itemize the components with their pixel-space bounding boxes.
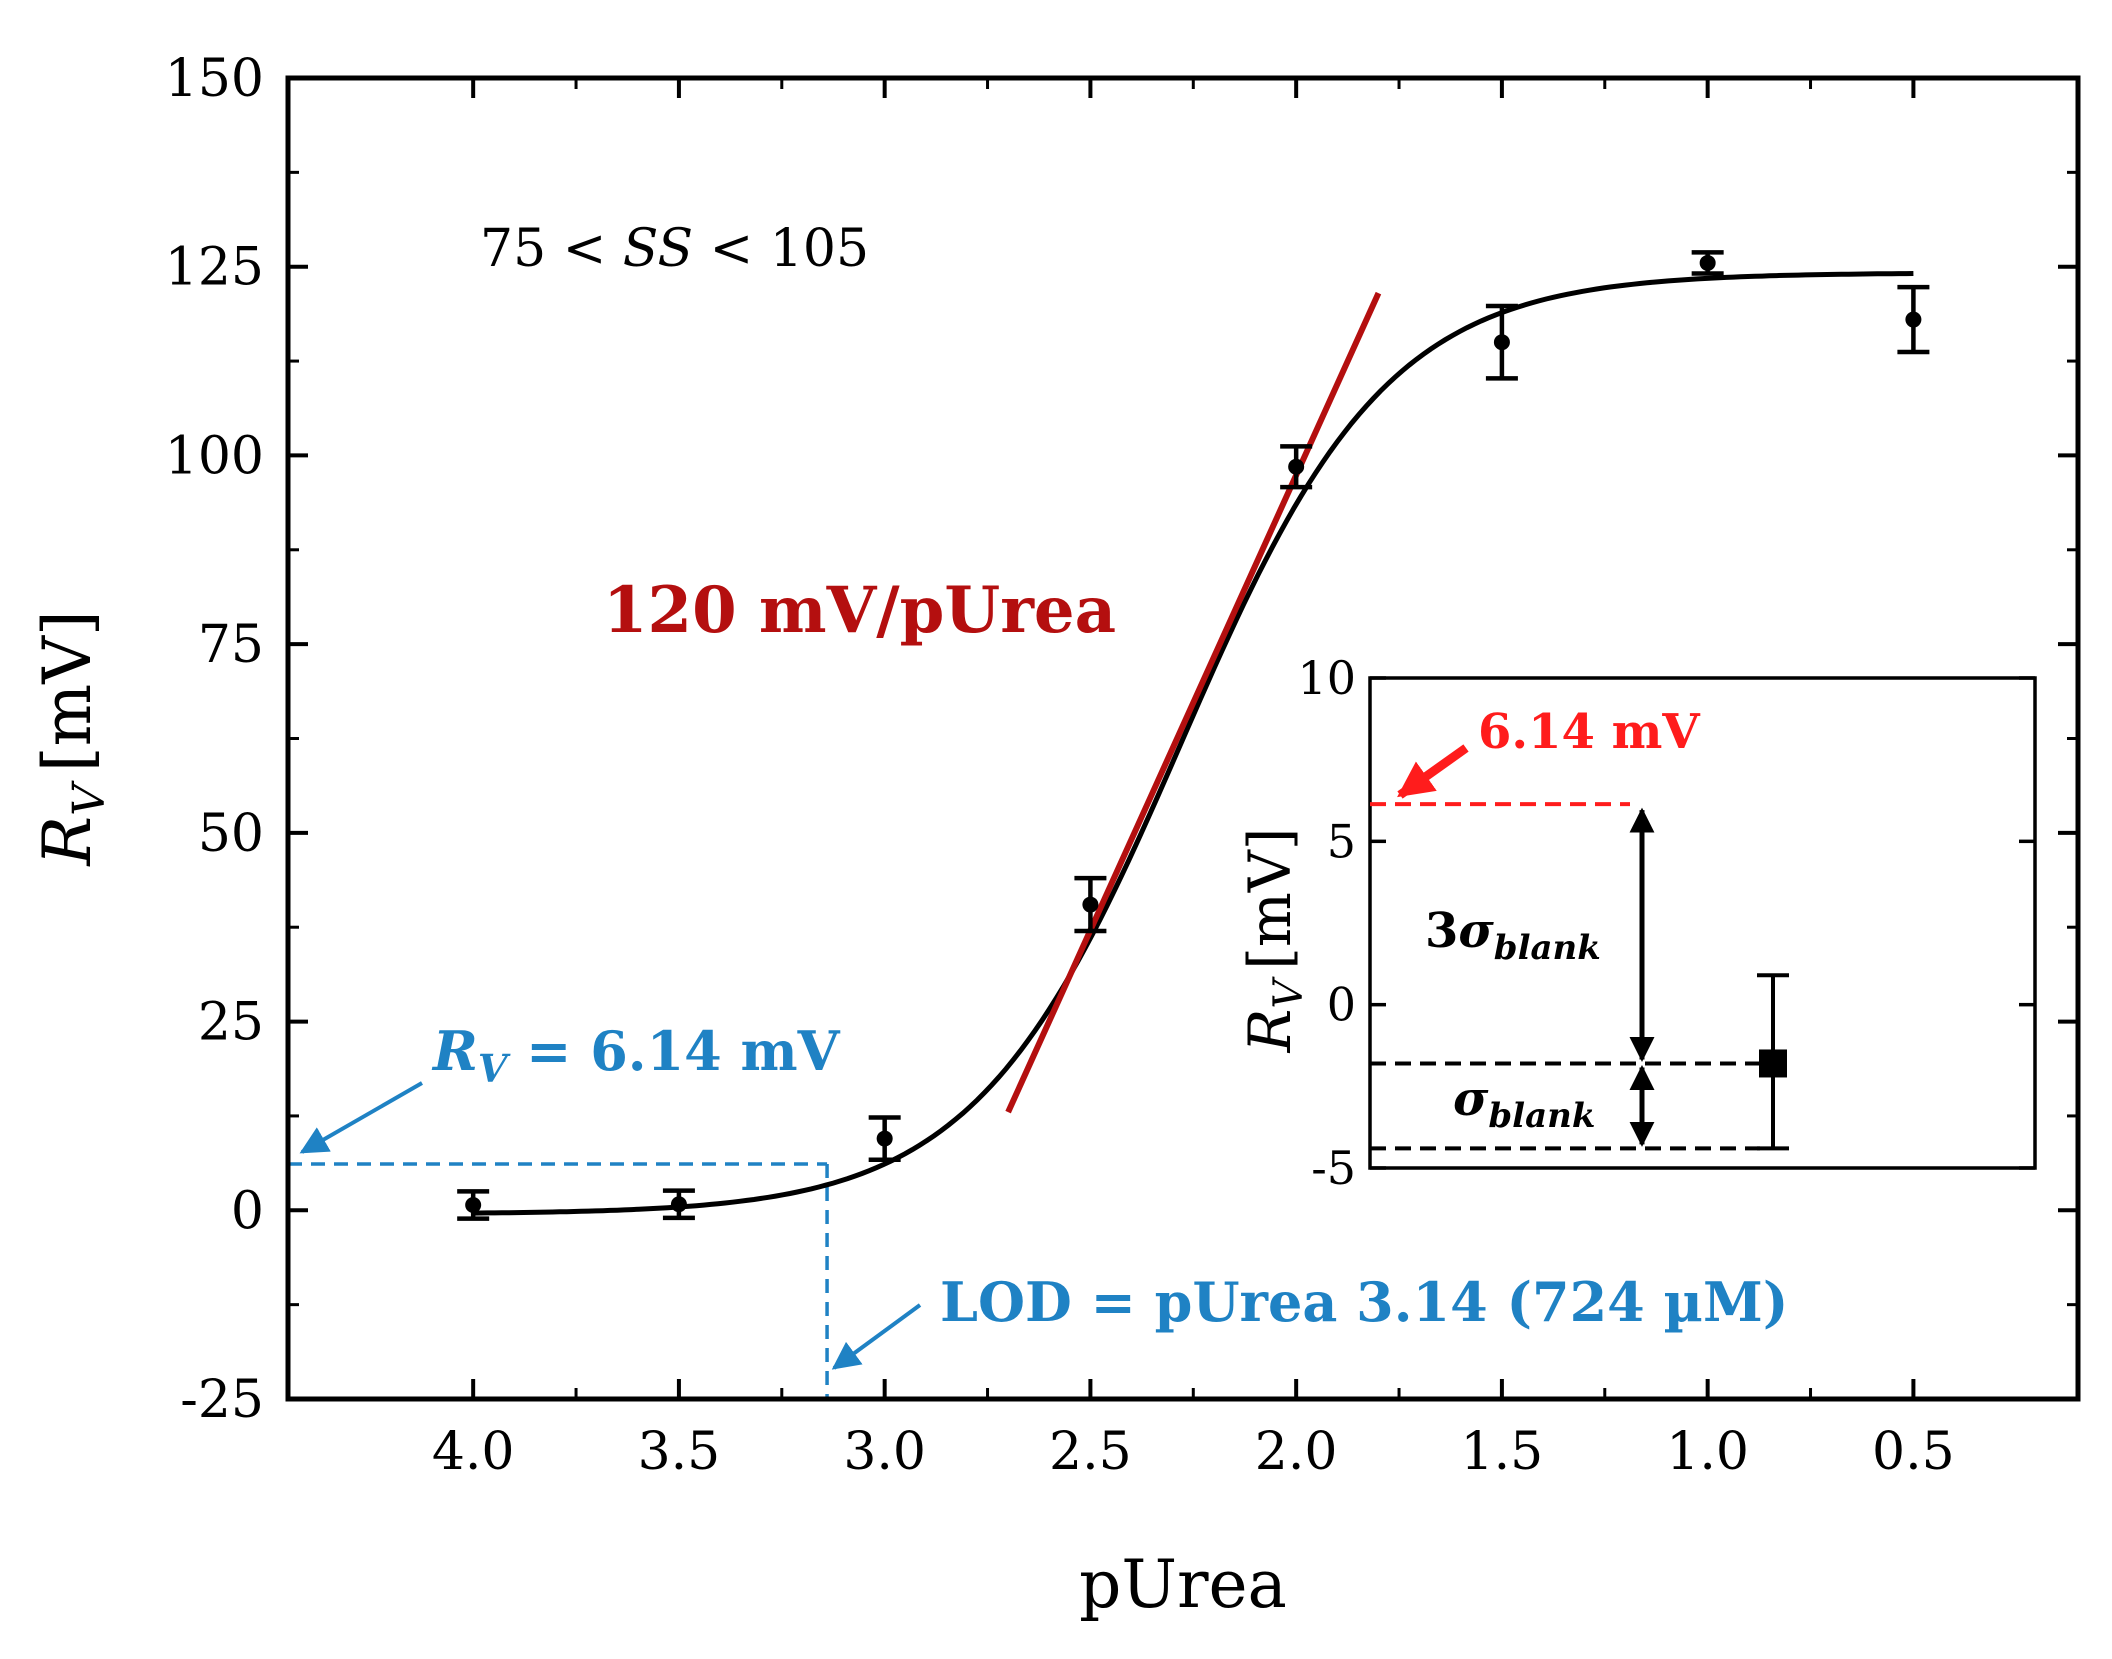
y-tick-label: 125 <box>165 238 264 298</box>
three-sigma-prefix: 3 <box>1425 903 1458 959</box>
slope-label: 120 mV/pUrea <box>603 573 1116 648</box>
y-tick-label: 25 <box>198 993 264 1053</box>
sigma-subscript: blank <box>1488 1096 1595 1136</box>
slope-line <box>1005 291 1382 1114</box>
x-tick-label: 3.0 <box>843 1422 926 1482</box>
condition-annotation: 75 < SS < 105 <box>480 219 869 279</box>
x-tick-label: 2.5 <box>1049 1422 1132 1482</box>
main-plot: 4.0 3.5 3.0 2.5 2.0 1.5 1.0 0.5 -25025507510012… <box>165 49 2081 1482</box>
data-point <box>1082 896 1099 913</box>
data-point <box>876 1130 893 1147</box>
y-axis-title-unit: [mV] <box>29 610 106 772</box>
x-tick-label: 1.0 <box>1666 1422 1749 1482</box>
data-points <box>457 250 1930 1221</box>
y-tick-label: 75 <box>198 615 264 675</box>
x-tick-label: 3.5 <box>638 1422 721 1482</box>
y-tick-label: 100 <box>165 426 264 486</box>
x-axis: 4.0 3.5 3.0 2.5 2.0 1.5 1.0 0.5 <box>432 78 1955 1482</box>
inset-y-axis-title-symbol: R <box>1236 1009 1304 1054</box>
rv-label-value: = 6.14 mV <box>507 1019 840 1083</box>
y-axis-title: RV [mV] <box>29 610 115 866</box>
rv-label-subscript: V <box>478 1046 511 1091</box>
y-tick-label: 0 <box>231 1181 264 1241</box>
inset-y-axis: -5 0 5 10 <box>1297 651 2035 1195</box>
lod-label: LOD = pUrea 3.14 (724 µM) <box>940 1270 1788 1334</box>
inset-y-tick-label: 0 <box>1327 978 1356 1032</box>
rv-label-arrow <box>299 1081 423 1154</box>
y-tick-label: 150 <box>165 49 264 109</box>
condition-variable: SS <box>623 219 693 279</box>
sigma-label: σblank <box>1453 1071 1595 1136</box>
data-point <box>1493 334 1510 351</box>
condition-upper: < 105 <box>693 219 869 279</box>
sigmoid-fit-curve <box>473 271 1914 1216</box>
inset-y-axis-title: RV [mV] <box>1236 828 1312 1054</box>
three-sigma-subscript: blank <box>1494 928 1601 968</box>
inset-y-axis-title-subscript: V <box>1266 976 1312 1009</box>
y-tick-label: -25 <box>180 1370 264 1430</box>
inset-y-axis-title-unit: [mV] <box>1236 828 1304 970</box>
x-tick-label: 1.5 <box>1461 1422 1544 1482</box>
three-sigma-symbol: σ <box>1458 903 1494 959</box>
y-axis-title-symbol: R <box>29 816 106 867</box>
inset-threshold-arrow <box>1397 744 1469 799</box>
lod-guide-lines <box>288 1162 829 1399</box>
inset-y-tick-label: 5 <box>1327 814 1356 868</box>
lod-label-arrow <box>831 1303 922 1370</box>
inset-frame <box>1368 676 2037 1170</box>
rv-label: RV = 6.14 mV <box>431 1019 841 1091</box>
x-tick-label: 0.5 <box>1872 1422 1955 1482</box>
sigma-symbol: σ <box>1453 1071 1489 1127</box>
y-tick-label: 50 <box>198 804 264 864</box>
x-tick-label: 2.0 <box>1255 1422 1338 1482</box>
inset-y-tick-label: 10 <box>1297 651 1356 705</box>
data-point <box>670 1196 687 1213</box>
y-axis-title-subscript: V <box>64 780 115 816</box>
rv-label-symbol: R <box>431 1019 478 1083</box>
inset-y-tick-label: -5 <box>1311 1141 1356 1195</box>
x-tick-label: 4.0 <box>432 1422 515 1482</box>
condition-lower: 75 < <box>480 219 623 279</box>
inset-background <box>1370 678 2035 1168</box>
x-axis-title: pUrea <box>1079 1546 1287 1623</box>
data-point <box>1288 458 1305 475</box>
inset-data-point <box>1759 1049 1787 1078</box>
data-point <box>1905 311 1922 328</box>
inset-threshold-label: 6.14 mV <box>1478 704 1700 760</box>
data-point <box>1699 254 1716 271</box>
inset-content <box>1370 802 1789 1151</box>
data-point <box>465 1197 482 1214</box>
three-sigma-label: 3σblank <box>1425 903 1601 968</box>
